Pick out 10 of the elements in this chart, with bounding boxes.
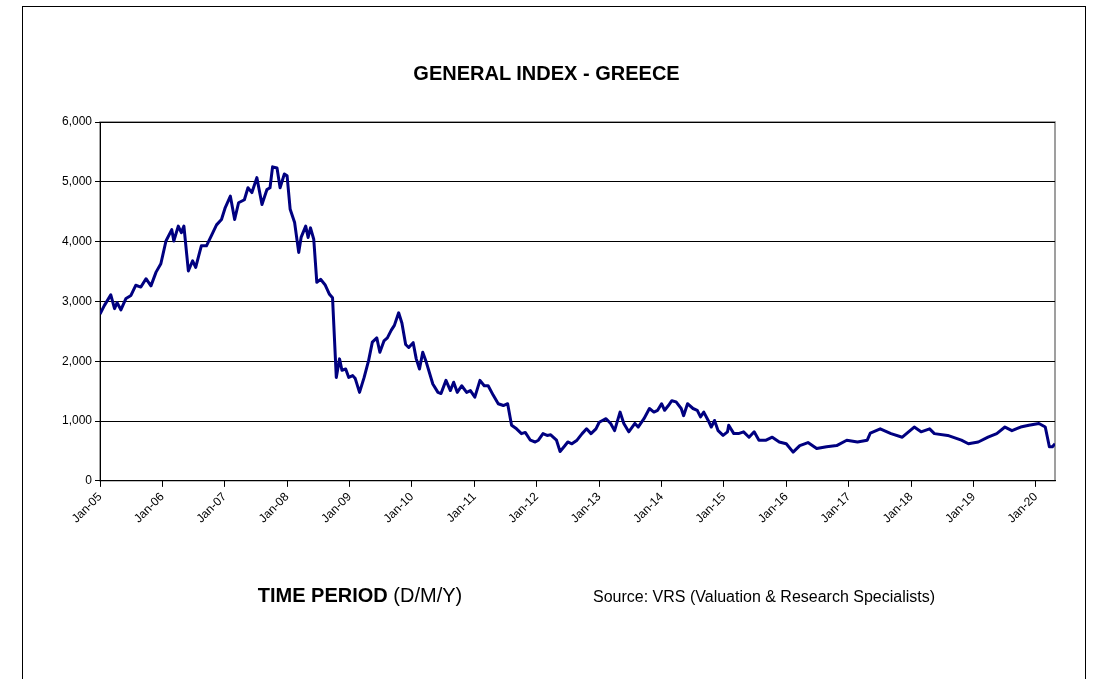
y-tick-label: 6,000 (62, 114, 93, 129)
y-tick-label: 3,000 (62, 293, 93, 308)
x-axis-title: TIME PERIOD (D/M/Y) (257, 584, 463, 606)
y-tick-label: 5,000 (62, 174, 93, 189)
y-tick-label: 4,000 (62, 233, 93, 248)
chart-title: GENERAL INDEX - GREECE (412, 62, 681, 85)
source-note: Source: VRS (Valuation & Research Specialists) (593, 588, 936, 606)
y-tick-label: 0 (85, 473, 93, 488)
y-tick-label: 2,000 (62, 353, 93, 368)
y-tick-label: 1,000 (62, 413, 93, 428)
